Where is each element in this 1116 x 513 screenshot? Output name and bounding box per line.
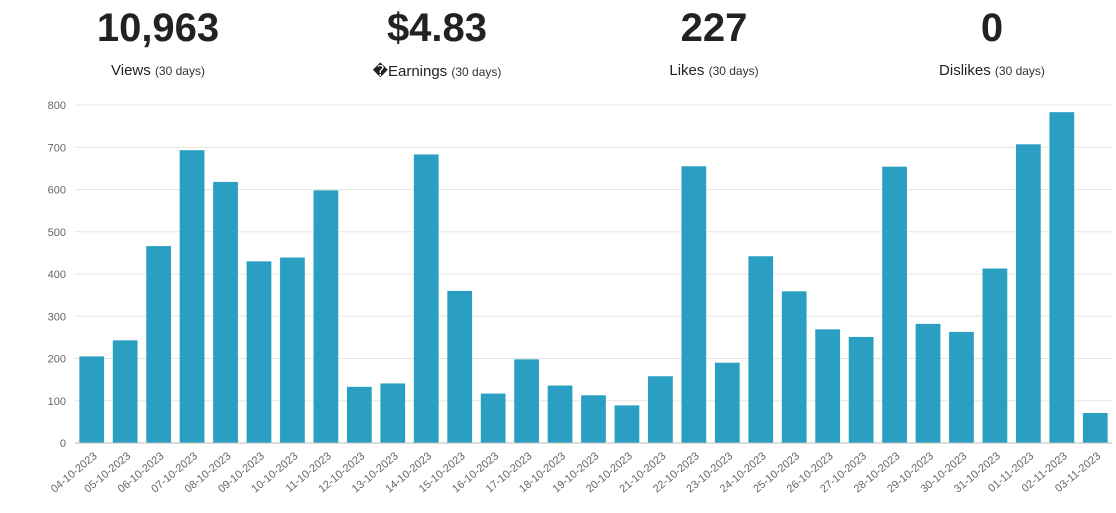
bar-07-10-2023 bbox=[179, 150, 205, 443]
dislikes-value: 0 bbox=[980, 6, 1004, 50]
bar-20-10-2023 bbox=[614, 405, 640, 443]
earnings-value: $4.83 bbox=[386, 6, 488, 50]
y-tick-label: 300 bbox=[48, 311, 66, 323]
bar-18-10-2023 bbox=[547, 385, 573, 443]
stats-row: 10,963 Views (30 days) $4.83 �Earnings (… bbox=[0, 0, 1116, 95]
bar-10-10-2023 bbox=[280, 257, 305, 443]
earnings-label: �Earnings bbox=[372, 63, 448, 80]
bar-08-10-2023 bbox=[213, 181, 238, 443]
bar-14-10-2023 bbox=[413, 154, 439, 443]
bar-16-10-2023 bbox=[480, 393, 506, 443]
bar-15-10-2023 bbox=[447, 290, 473, 443]
bar-24-10-2023 bbox=[748, 256, 774, 443]
bar-31-10-2023 bbox=[982, 268, 1008, 443]
views-bar-chart: 0 100 200 300 400 500 600 700 800 04-10-202305-1… bbox=[48, 100, 1112, 495]
dislikes-label-line: Dislikes (30 days) bbox=[882, 62, 1102, 79]
likes-period: (30 days) bbox=[708, 64, 759, 78]
bar-19-10-2023 bbox=[581, 395, 606, 443]
earnings-label-line: �Earnings (30 days) bbox=[327, 62, 547, 80]
bar-12-10-2023 bbox=[346, 386, 372, 443]
bars bbox=[79, 112, 1108, 444]
bar-02-11-2023 bbox=[1049, 112, 1075, 444]
bar-22-10-2023 bbox=[681, 166, 707, 443]
y-tick-label: 500 bbox=[48, 227, 66, 239]
earnings-stat: $4.83 �Earnings (30 days) bbox=[327, 6, 547, 80]
views-value: 10,963 bbox=[96, 6, 220, 50]
bar-01-11-2023 bbox=[1015, 144, 1041, 443]
y-axis-ticks: 0 100 200 300 400 500 600 700 800 bbox=[48, 100, 66, 450]
bar-30-10-2023 bbox=[949, 331, 974, 443]
y-tick-label: 0 bbox=[60, 438, 66, 450]
likes-label-line: Likes (30 days) bbox=[604, 62, 824, 79]
bar-05-10-2023 bbox=[112, 340, 138, 443]
bar-09-10-2023 bbox=[246, 261, 272, 443]
dislikes-stat: 0 Dislikes (30 days) bbox=[882, 6, 1102, 79]
views-label-line: Views (30 days) bbox=[48, 62, 268, 79]
dislikes-label: Dislikes bbox=[939, 62, 991, 79]
views-period: (30 days) bbox=[154, 64, 205, 78]
bar-03-11-2023 bbox=[1082, 413, 1108, 443]
bar-11-10-2023 bbox=[313, 190, 339, 443]
bar-28-10-2023 bbox=[882, 166, 907, 443]
y-tick-label: 600 bbox=[48, 185, 66, 197]
views-label: Views bbox=[111, 62, 151, 79]
bar-23-10-2023 bbox=[714, 362, 740, 443]
likes-label: Likes bbox=[669, 62, 705, 79]
likes-value: 227 bbox=[680, 6, 748, 50]
bar-13-10-2023 bbox=[380, 383, 406, 443]
bar-04-10-2023 bbox=[79, 356, 105, 443]
bar-06-10-2023 bbox=[146, 246, 171, 443]
bar-27-10-2023 bbox=[848, 336, 874, 443]
bar-25-10-2023 bbox=[781, 291, 807, 443]
likes-stat: 227 Likes (30 days) bbox=[604, 6, 824, 79]
y-tick-label: 400 bbox=[48, 269, 66, 281]
y-tick-label: 200 bbox=[48, 354, 66, 366]
views-stat: 10,963 Views (30 days) bbox=[48, 6, 268, 79]
bar-26-10-2023 bbox=[815, 329, 841, 443]
earnings-period: (30 days) bbox=[451, 65, 502, 79]
bar-29-10-2023 bbox=[915, 323, 941, 443]
y-tick-label: 700 bbox=[48, 142, 66, 154]
bar-21-10-2023 bbox=[648, 376, 673, 443]
y-tick-label: 100 bbox=[48, 396, 66, 408]
y-tick-label: 800 bbox=[48, 100, 66, 112]
bar-17-10-2023 bbox=[514, 359, 539, 443]
x-axis-ticks: 04-10-202305-10-202306-10-202307-10-2023… bbox=[49, 450, 1103, 495]
dislikes-period: (30 days) bbox=[994, 64, 1045, 78]
